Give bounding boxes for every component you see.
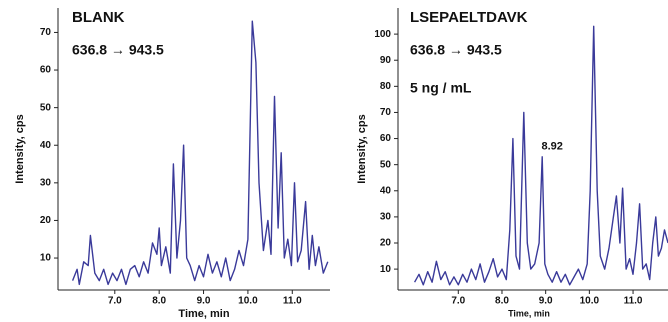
y-tick-label: 30 bbox=[380, 212, 392, 223]
x-tick-label: 8.0 bbox=[152, 296, 166, 307]
x-axis-label: Time, min bbox=[178, 308, 229, 320]
y-tick-label: 60 bbox=[40, 65, 52, 76]
transition: 636.8 → 943.5 bbox=[72, 42, 164, 58]
panel-title: BLANK bbox=[72, 9, 125, 26]
panel-title: LSEPAELTDAVK bbox=[410, 9, 528, 26]
y-tick-label: 100 bbox=[374, 29, 391, 40]
y-tick-label: 20 bbox=[40, 215, 52, 226]
transition: 636.8 → 943.5 bbox=[410, 42, 502, 58]
x-tick-label: 11.0 bbox=[624, 296, 643, 307]
x-tick-label: 10.0 bbox=[238, 296, 258, 307]
x-tick-label: 7.0 bbox=[451, 296, 465, 307]
y-tick-label: 60 bbox=[380, 133, 392, 144]
y-axis-label: Intensity, cps bbox=[356, 114, 368, 183]
y-tick-label: 90 bbox=[380, 55, 392, 66]
y-tick-label: 70 bbox=[40, 27, 52, 38]
y-tick-label: 40 bbox=[40, 140, 52, 151]
x-tick-label: 7.0 bbox=[108, 296, 122, 307]
x-tick-label: 10.0 bbox=[580, 296, 600, 307]
y-tick-label: 70 bbox=[380, 107, 392, 118]
y-tick-label: 80 bbox=[380, 81, 392, 92]
y-tick-label: 50 bbox=[380, 159, 392, 170]
concentration: 5 ng / mL bbox=[410, 80, 472, 96]
chromatogram-line bbox=[71, 20, 329, 286]
peak-label: 8.92 bbox=[541, 141, 562, 153]
y-tick-label: 30 bbox=[40, 177, 52, 188]
y-axis-label: Intensity, cps bbox=[14, 114, 26, 183]
y-tick-label: 50 bbox=[40, 102, 52, 113]
y-tick-label: 20 bbox=[380, 238, 392, 249]
y-tick-label: 10 bbox=[40, 253, 52, 264]
y-tick-label: 40 bbox=[380, 185, 392, 196]
y-tick-label: 10 bbox=[380, 264, 392, 275]
x-axis-label: Time, min bbox=[508, 308, 550, 318]
x-tick-label: 9.0 bbox=[197, 296, 211, 307]
x-tick-label: 11.0 bbox=[283, 296, 302, 307]
chromatogram-line bbox=[413, 25, 668, 286]
x-tick-label: 9.0 bbox=[539, 296, 553, 307]
x-tick-label: 8.0 bbox=[495, 296, 509, 307]
